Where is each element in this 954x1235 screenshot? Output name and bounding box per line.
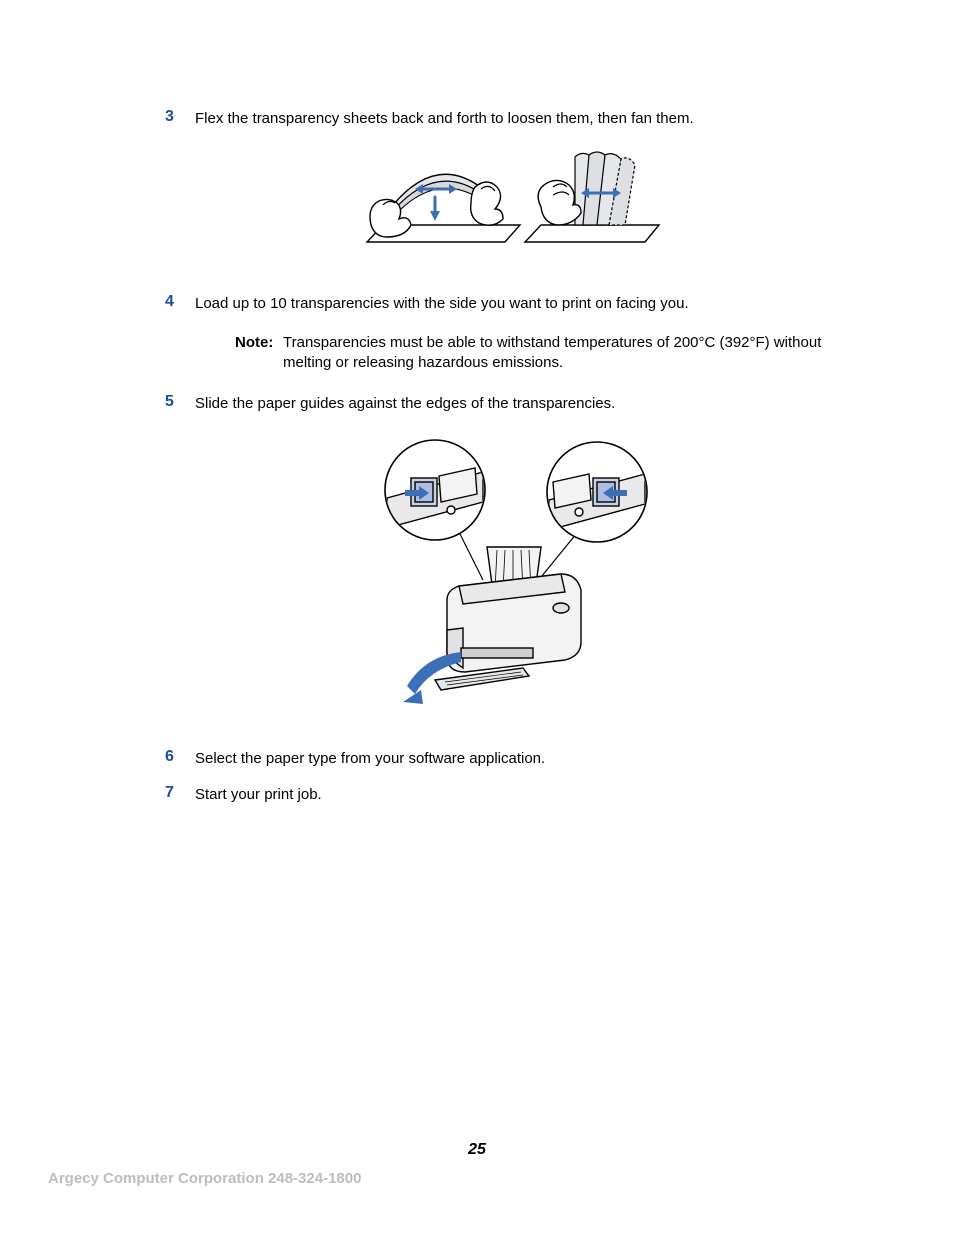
printer-illustration [365,432,665,722]
step-number: 7 [165,784,195,802]
step-4: 4 Load up to 10 transparencies with the … [165,293,864,314]
footer-text: Argecy Computer Corporation 248-324-1800 [48,1170,361,1187]
note: Note: Transparencies must be able to wit… [235,333,864,374]
step-text: Start your print job. [195,784,864,805]
step-text: Select the paper type from your software… [195,748,864,769]
step-text: Slide the paper guides against the edges… [195,393,864,414]
figure-flex-fan [165,147,864,267]
step-number: 5 [165,393,195,411]
note-body: Transparencies must be able to withstand… [283,333,864,374]
figure-printer-guides [165,432,864,722]
step-text: Load up to 10 transparencies with the si… [195,293,864,314]
flex-fan-illustration [365,147,665,267]
note-label: Note: [235,333,283,374]
step-text: Flex the transparency sheets back and fo… [195,108,864,129]
page-number: 25 [0,1141,954,1159]
step-5: 5 Slide the paper guides against the edg… [165,393,864,414]
step-number: 6 [165,748,195,766]
page: 3 Flex the transparency sheets back and … [0,0,954,1235]
step-6: 6 Select the paper type from your softwa… [165,748,864,769]
steps-list-cont: 5 Slide the paper guides against the edg… [165,393,864,805]
step-number: 4 [165,293,195,311]
step-number: 3 [165,108,195,126]
step-3: 3 Flex the transparency sheets back and … [165,108,864,129]
step-7: 7 Start your print job. [165,784,864,805]
steps-list: 3 Flex the transparency sheets back and … [165,108,864,315]
